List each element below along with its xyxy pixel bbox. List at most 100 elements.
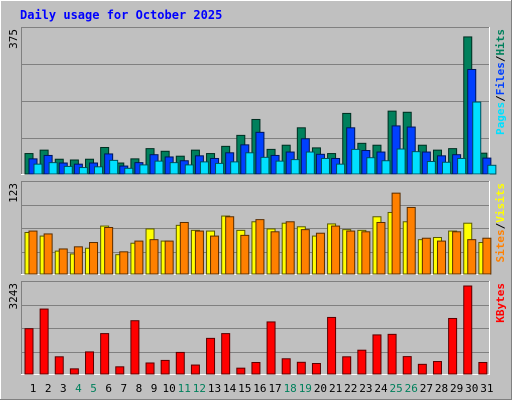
bar-sites-day-4 bbox=[73, 246, 83, 275]
bar-pages-day-1 bbox=[33, 163, 43, 175]
bar-pages-day-8 bbox=[139, 164, 149, 175]
legend-visits: Visits bbox=[494, 183, 507, 223]
bar-sites-day-13 bbox=[210, 235, 220, 275]
y-max-label: 375 bbox=[7, 29, 20, 49]
bar-pages-day-10 bbox=[169, 162, 179, 175]
x-tick-label-day-26: 26 bbox=[405, 382, 418, 395]
bar-pages-day-14 bbox=[230, 161, 240, 175]
bar-pages-day-20 bbox=[320, 157, 330, 175]
x-tick-label-day-11: 11 bbox=[178, 382, 191, 395]
bar-pages-day-27 bbox=[426, 161, 436, 175]
bar-sites-day-16 bbox=[255, 219, 265, 275]
bar-sites-day-11 bbox=[179, 221, 189, 275]
x-tick-label-day-28: 28 bbox=[435, 382, 448, 395]
bar-sites-day-29 bbox=[452, 231, 462, 275]
x-tick-label-day-9: 9 bbox=[151, 382, 158, 395]
bar-sites-day-20 bbox=[315, 232, 325, 275]
x-tick-label-day-25: 25 bbox=[389, 382, 402, 395]
x-tick-label-day-1: 1 bbox=[30, 382, 37, 395]
bar-kbytes-day-2 bbox=[39, 308, 49, 375]
bar-pages-day-9 bbox=[154, 160, 164, 175]
legend-sites: Sites bbox=[494, 229, 507, 262]
bar-sites-day-6 bbox=[104, 226, 114, 275]
legend-kbytes: KBytes bbox=[494, 283, 507, 323]
bar-kbytes-day-16 bbox=[251, 361, 261, 375]
x-tick-label-day-27: 27 bbox=[420, 382, 433, 395]
bar-kbytes-day-5 bbox=[85, 351, 95, 375]
legend-hits: Hits bbox=[494, 29, 507, 56]
x-tick-label-day-14: 14 bbox=[223, 382, 237, 395]
legend-visits-sites: Sites/Visits bbox=[494, 183, 507, 263]
x-tick-label-day-19: 19 bbox=[299, 382, 312, 395]
bar-kbytes-day-9 bbox=[145, 362, 155, 375]
bar-kbytes-day-27 bbox=[417, 363, 427, 375]
x-tick-label-day-6: 6 bbox=[105, 382, 112, 395]
bar-kbytes-day-13 bbox=[206, 337, 216, 375]
x-tick-label-day-13: 13 bbox=[208, 382, 221, 395]
bar-kbytes-day-29 bbox=[448, 317, 458, 375]
bar-kbytes-day-31 bbox=[478, 361, 488, 375]
bar-pages-day-4 bbox=[78, 167, 88, 175]
bar-pages-day-26 bbox=[411, 151, 421, 175]
bar-pages-day-2 bbox=[48, 162, 58, 175]
bar-kbytes-day-18 bbox=[281, 358, 291, 375]
bar-kbytes-day-14 bbox=[221, 333, 231, 375]
bar-kbytes-day-4 bbox=[69, 368, 79, 375]
bar-pages-day-16 bbox=[260, 156, 270, 175]
bar-sites-day-18 bbox=[285, 221, 295, 275]
bar-pages-day-24 bbox=[381, 160, 391, 175]
bar-sites-day-17 bbox=[270, 231, 280, 275]
bar-pages-day-6 bbox=[109, 159, 119, 175]
x-tick-label-day-15: 15 bbox=[238, 382, 251, 395]
y-max-label: 3243 bbox=[7, 283, 20, 310]
x-tick-label-day-18: 18 bbox=[284, 382, 297, 395]
x-tick-label-day-17: 17 bbox=[268, 382, 281, 395]
x-tick-label-day-2: 2 bbox=[45, 382, 52, 395]
x-tick-label-day-3: 3 bbox=[60, 382, 67, 395]
bar-pages-day-19 bbox=[305, 151, 315, 175]
bar-pages-day-17 bbox=[275, 160, 285, 175]
bar-kbytes-day-22 bbox=[342, 356, 352, 375]
bar-kbytes-day-24 bbox=[372, 334, 382, 375]
bar-kbytes-day-10 bbox=[160, 359, 170, 375]
bar-pages-day-21 bbox=[336, 163, 346, 175]
bar-sites-day-5 bbox=[89, 242, 99, 275]
legend-pages: Pages bbox=[494, 102, 507, 135]
bar-sites-day-23 bbox=[361, 231, 371, 275]
bar-sites-day-22 bbox=[346, 230, 356, 275]
bar-kbytes-day-20 bbox=[311, 362, 321, 375]
bar-sites-day-2 bbox=[43, 233, 53, 275]
bar-kbytes-day-21 bbox=[327, 316, 337, 375]
bar-kbytes-day-25 bbox=[387, 333, 397, 375]
bar-sites-day-21 bbox=[331, 225, 341, 275]
bar-pages-day-28 bbox=[441, 161, 451, 175]
x-tick-label-day-7: 7 bbox=[120, 382, 127, 395]
bar-pages-day-25 bbox=[396, 148, 406, 175]
bar-sites-day-30 bbox=[467, 239, 477, 275]
bar-kbytes-day-8 bbox=[130, 320, 140, 375]
bar-sites-day-3 bbox=[58, 248, 68, 275]
bar-kbytes-day-6 bbox=[100, 333, 110, 375]
bar-kbytes-day-3 bbox=[54, 356, 64, 375]
chart-title: Daily usage for October 2025 bbox=[20, 8, 222, 22]
legend-hits-files-pages: Pages/Files/Hits bbox=[494, 29, 507, 135]
x-tick-label-day-16: 16 bbox=[253, 382, 266, 395]
bar-kbytes-day-26 bbox=[402, 356, 412, 375]
bar-sites-day-31 bbox=[482, 237, 492, 275]
bar-pages-day-15 bbox=[245, 152, 255, 175]
legend-kbytes: KBytes bbox=[494, 283, 507, 323]
bar-sites-day-7 bbox=[119, 251, 129, 275]
bar-sites-day-24 bbox=[376, 221, 386, 275]
x-tick-label-day-5: 5 bbox=[90, 382, 97, 395]
bar-pages-day-23 bbox=[366, 157, 376, 175]
bar-kbytes-day-17 bbox=[266, 321, 276, 375]
x-tick-label-day-23: 23 bbox=[359, 382, 372, 395]
bar-kbytes-day-15 bbox=[236, 367, 246, 375]
bar-kbytes-day-19 bbox=[296, 361, 306, 375]
bar-sites-day-25 bbox=[391, 192, 401, 275]
legend-files: Files bbox=[494, 62, 507, 95]
x-tick-label-day-29: 29 bbox=[450, 382, 463, 395]
bar-kbytes-day-1 bbox=[24, 328, 34, 375]
